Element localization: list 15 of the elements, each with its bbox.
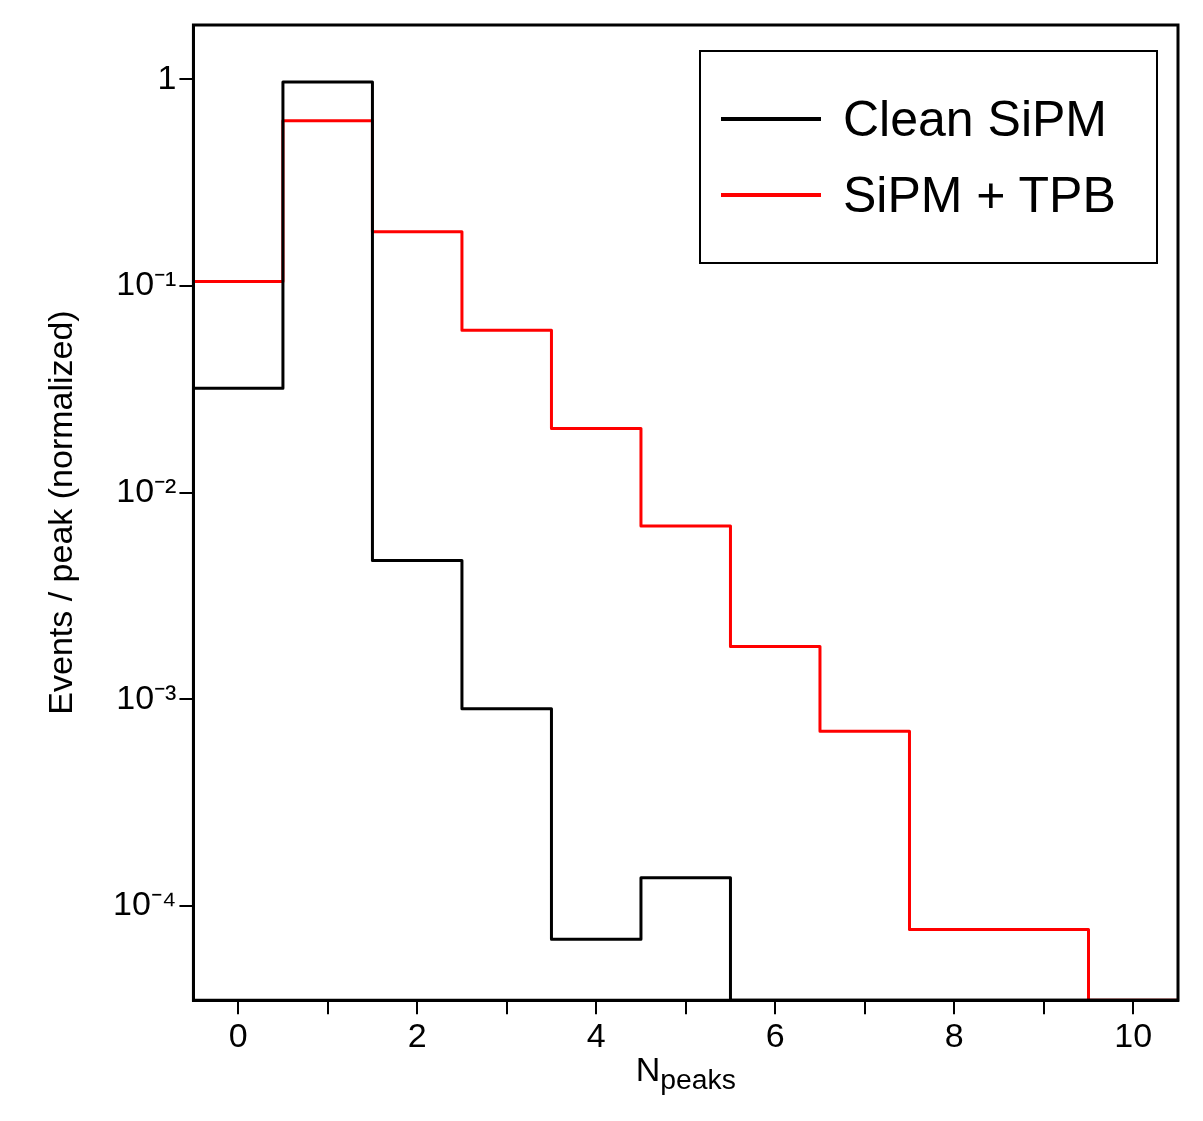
- y-tick-label: 10⁻²: [116, 470, 177, 509]
- x-tick-label: 6: [765, 1015, 785, 1054]
- legend-label: SiPM + TPB: [843, 166, 1116, 224]
- x-axis-title: N$_{peaks}$: [635, 1050, 736, 1096]
- y-axis-title: Events / peak (normalized): [40, 310, 80, 715]
- y-tick-label: 10⁻¹: [116, 264, 177, 303]
- x-tick-label: 4: [586, 1015, 606, 1054]
- x-tick-label: 2: [407, 1015, 427, 1054]
- y-tick-label: 1: [157, 57, 177, 96]
- x-tick-label: 8: [944, 1015, 964, 1054]
- legend-label: Clean SiPM: [843, 90, 1107, 148]
- y-tick-label: 10⁻⁴: [112, 884, 177, 923]
- x-tick-label: 10: [1114, 1015, 1153, 1054]
- x-tick-label: 0: [228, 1015, 248, 1054]
- y-tick-label: 10⁻³: [116, 677, 177, 716]
